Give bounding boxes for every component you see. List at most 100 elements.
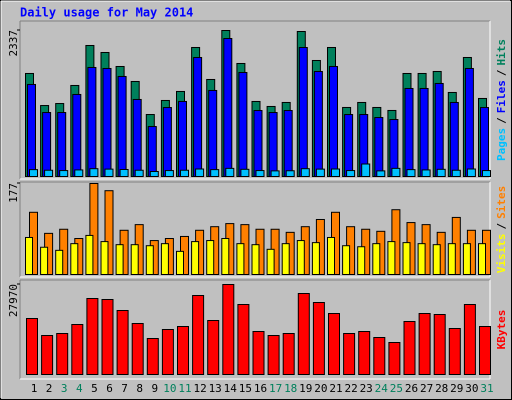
x-tick-label: 18 <box>284 382 297 395</box>
bar <box>74 169 84 177</box>
bar <box>236 243 245 275</box>
bar <box>315 168 325 178</box>
bar <box>116 309 129 376</box>
bar <box>436 168 446 178</box>
legend-entry: Files <box>495 80 508 113</box>
bar <box>251 244 260 275</box>
bar <box>162 107 172 177</box>
bar <box>387 241 396 275</box>
bar <box>342 245 351 276</box>
bar <box>433 313 446 376</box>
bar <box>221 238 230 276</box>
x-tick-label: 9 <box>151 382 158 395</box>
bar <box>480 107 489 177</box>
bar <box>44 169 54 177</box>
x-tick-label: 22 <box>344 382 357 395</box>
x-tick-label: 16 <box>254 382 267 395</box>
bar <box>373 336 386 376</box>
bar <box>421 169 431 177</box>
bar <box>361 163 371 178</box>
bar <box>281 243 290 275</box>
legend-separator: / <box>495 223 508 230</box>
x-tick-label: 4 <box>76 382 83 395</box>
bar <box>180 169 189 177</box>
bar <box>448 327 461 376</box>
bar <box>89 168 99 177</box>
bar <box>357 246 366 276</box>
bar <box>104 190 114 275</box>
y-tick-label: 177 <box>7 183 20 203</box>
x-tick-label: 1 <box>31 382 38 395</box>
x-tick-label: 27 <box>420 382 433 395</box>
bar <box>267 335 280 375</box>
bar <box>193 56 203 177</box>
bar <box>479 326 491 375</box>
x-tick-label: 26 <box>405 382 418 395</box>
bar <box>130 244 139 275</box>
bar <box>191 241 200 275</box>
bar <box>104 168 114 178</box>
legend: Visits / Sites <box>495 186 508 274</box>
bar <box>482 170 491 178</box>
bar <box>300 168 310 177</box>
bar <box>25 236 33 275</box>
x-tick-label: 7 <box>121 382 128 395</box>
bar <box>419 87 429 177</box>
bar <box>344 114 354 177</box>
bar <box>266 248 275 275</box>
bar <box>449 101 459 177</box>
bar <box>270 170 280 178</box>
bar <box>225 167 235 178</box>
legend: Pages / Files / Hits <box>495 39 508 161</box>
bar <box>40 246 49 276</box>
bar <box>434 82 444 177</box>
bar <box>176 250 184 276</box>
bar <box>388 341 401 375</box>
bar <box>149 171 159 177</box>
bar <box>222 284 235 375</box>
x-tick-label: 8 <box>136 382 143 395</box>
bar <box>29 169 38 178</box>
x-tick-label: 25 <box>390 382 403 395</box>
bar <box>418 313 431 376</box>
bar <box>27 83 36 177</box>
bar <box>119 169 129 177</box>
bar <box>376 170 386 178</box>
bar <box>329 65 338 177</box>
bar <box>462 243 471 275</box>
bar <box>57 112 67 177</box>
x-tick-label: 12 <box>193 382 206 395</box>
bar <box>86 298 99 376</box>
bar <box>240 168 250 178</box>
x-tick-label: 20 <box>314 382 327 395</box>
bar <box>71 323 84 375</box>
bar <box>466 168 476 177</box>
x-tick-label: 30 <box>465 382 478 395</box>
bar <box>403 321 416 375</box>
bar <box>87 66 97 177</box>
x-tick-label: 24 <box>375 382 389 395</box>
bar <box>346 170 356 178</box>
bar <box>55 249 64 275</box>
bar <box>59 170 69 178</box>
bar <box>223 37 233 177</box>
bar <box>313 70 323 177</box>
bar <box>115 244 124 275</box>
x-tick-label: 17 <box>269 382 282 395</box>
bar <box>70 243 79 275</box>
bar <box>358 331 371 376</box>
bar <box>296 240 305 275</box>
y-tick-label: 27970 <box>7 284 20 317</box>
bar <box>161 329 174 375</box>
legend-entry: KBytes <box>495 310 508 350</box>
bar <box>41 335 54 375</box>
bar <box>72 93 82 177</box>
x-tick-label: 6 <box>106 382 113 395</box>
x-tick-label: 2 <box>46 382 53 395</box>
bar <box>432 244 441 275</box>
x-tick-label: 11 <box>178 382 191 395</box>
bar <box>146 338 159 375</box>
bar <box>208 89 218 177</box>
bar <box>145 245 154 276</box>
